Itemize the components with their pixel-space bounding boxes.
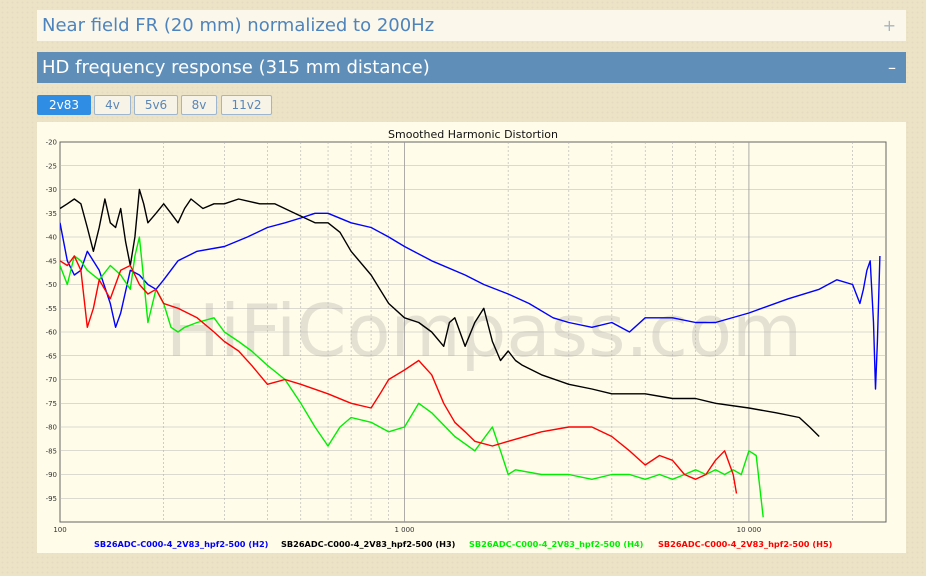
series-line-h2 [60,212,881,390]
tab-5v6[interactable]: 5v6 [134,95,178,115]
hd-response-section-header[interactable]: HD frequency response (315 mm distance) … [37,52,906,83]
legend-entry-h2: SB26ADC-C000-4_2V83_hpf2-500 (H2) [94,539,269,549]
legend-entry-h3: SB26ADC-C000-4_2V83_hpf2-500 (H3) [281,539,456,549]
y-tick-label: -60 [46,329,57,337]
series-line-h3 [60,188,820,437]
watermark-text: HiFiCompass.com [166,289,802,373]
legend-entry-h5: SB26ADC-C000-4_2V83_hpf2-500 (H5) [658,539,833,549]
collapse-toggle-icon[interactable]: – [888,58,896,77]
near-field-section-header[interactable]: Near field FR (20 mm) normalized to 200H… [37,10,906,41]
series-line-h4 [60,236,764,518]
y-tick-label: -25 [46,162,57,170]
distortion-chart: HiFiCompass.com -20 -25 -30 -35 -40 -45 -50 -55 -… [37,122,906,553]
tab-8v[interactable]: 8v [181,95,217,115]
chart-svg: HiFiCompass.com -20 -25 -30 -35 -40 -45 -50 -55 -… [46,128,887,549]
y-tick-label: -40 [46,234,57,242]
expand-toggle-icon[interactable]: + [882,16,896,35]
tab-4v[interactable]: 4v [94,95,131,115]
y-tick-label: -65 [46,352,57,360]
y-tick-label: -90 [46,471,57,479]
y-tick-label: -75 [46,400,57,408]
y-tick-label: -85 [46,447,57,455]
y-tick-label: -70 [46,376,57,384]
x-tick-label: 10 000 [737,526,762,534]
x-tick-label: 1 000 [394,526,414,534]
y-tick-label: -55 [46,305,57,313]
legend-entry-h4: SB26ADC-C000-4_2V83_hpf2-500 (H4) [469,539,644,549]
series-line-h5 [60,255,738,494]
y-tick-label: -80 [46,424,57,432]
tab-11v2[interactable]: 11v2 [221,95,272,115]
y-tick-label: -20 [46,139,57,147]
hd-response-section-title: HD frequency response (315 mm distance) [42,57,430,78]
y-tick-label: -95 [46,495,57,503]
y-tick-label: -50 [46,281,57,289]
tab-2v83[interactable]: 2v83 [37,95,91,115]
x-tick-label: 100 [53,526,66,534]
y-tick-label: -45 [46,257,57,265]
y-tick-label: -30 [46,186,57,194]
chart-title: Smoothed Harmonic Distortion [388,128,558,141]
near-field-section-title: Near field FR (20 mm) normalized to 200H… [42,15,435,36]
y-tick-label: -35 [46,210,57,218]
